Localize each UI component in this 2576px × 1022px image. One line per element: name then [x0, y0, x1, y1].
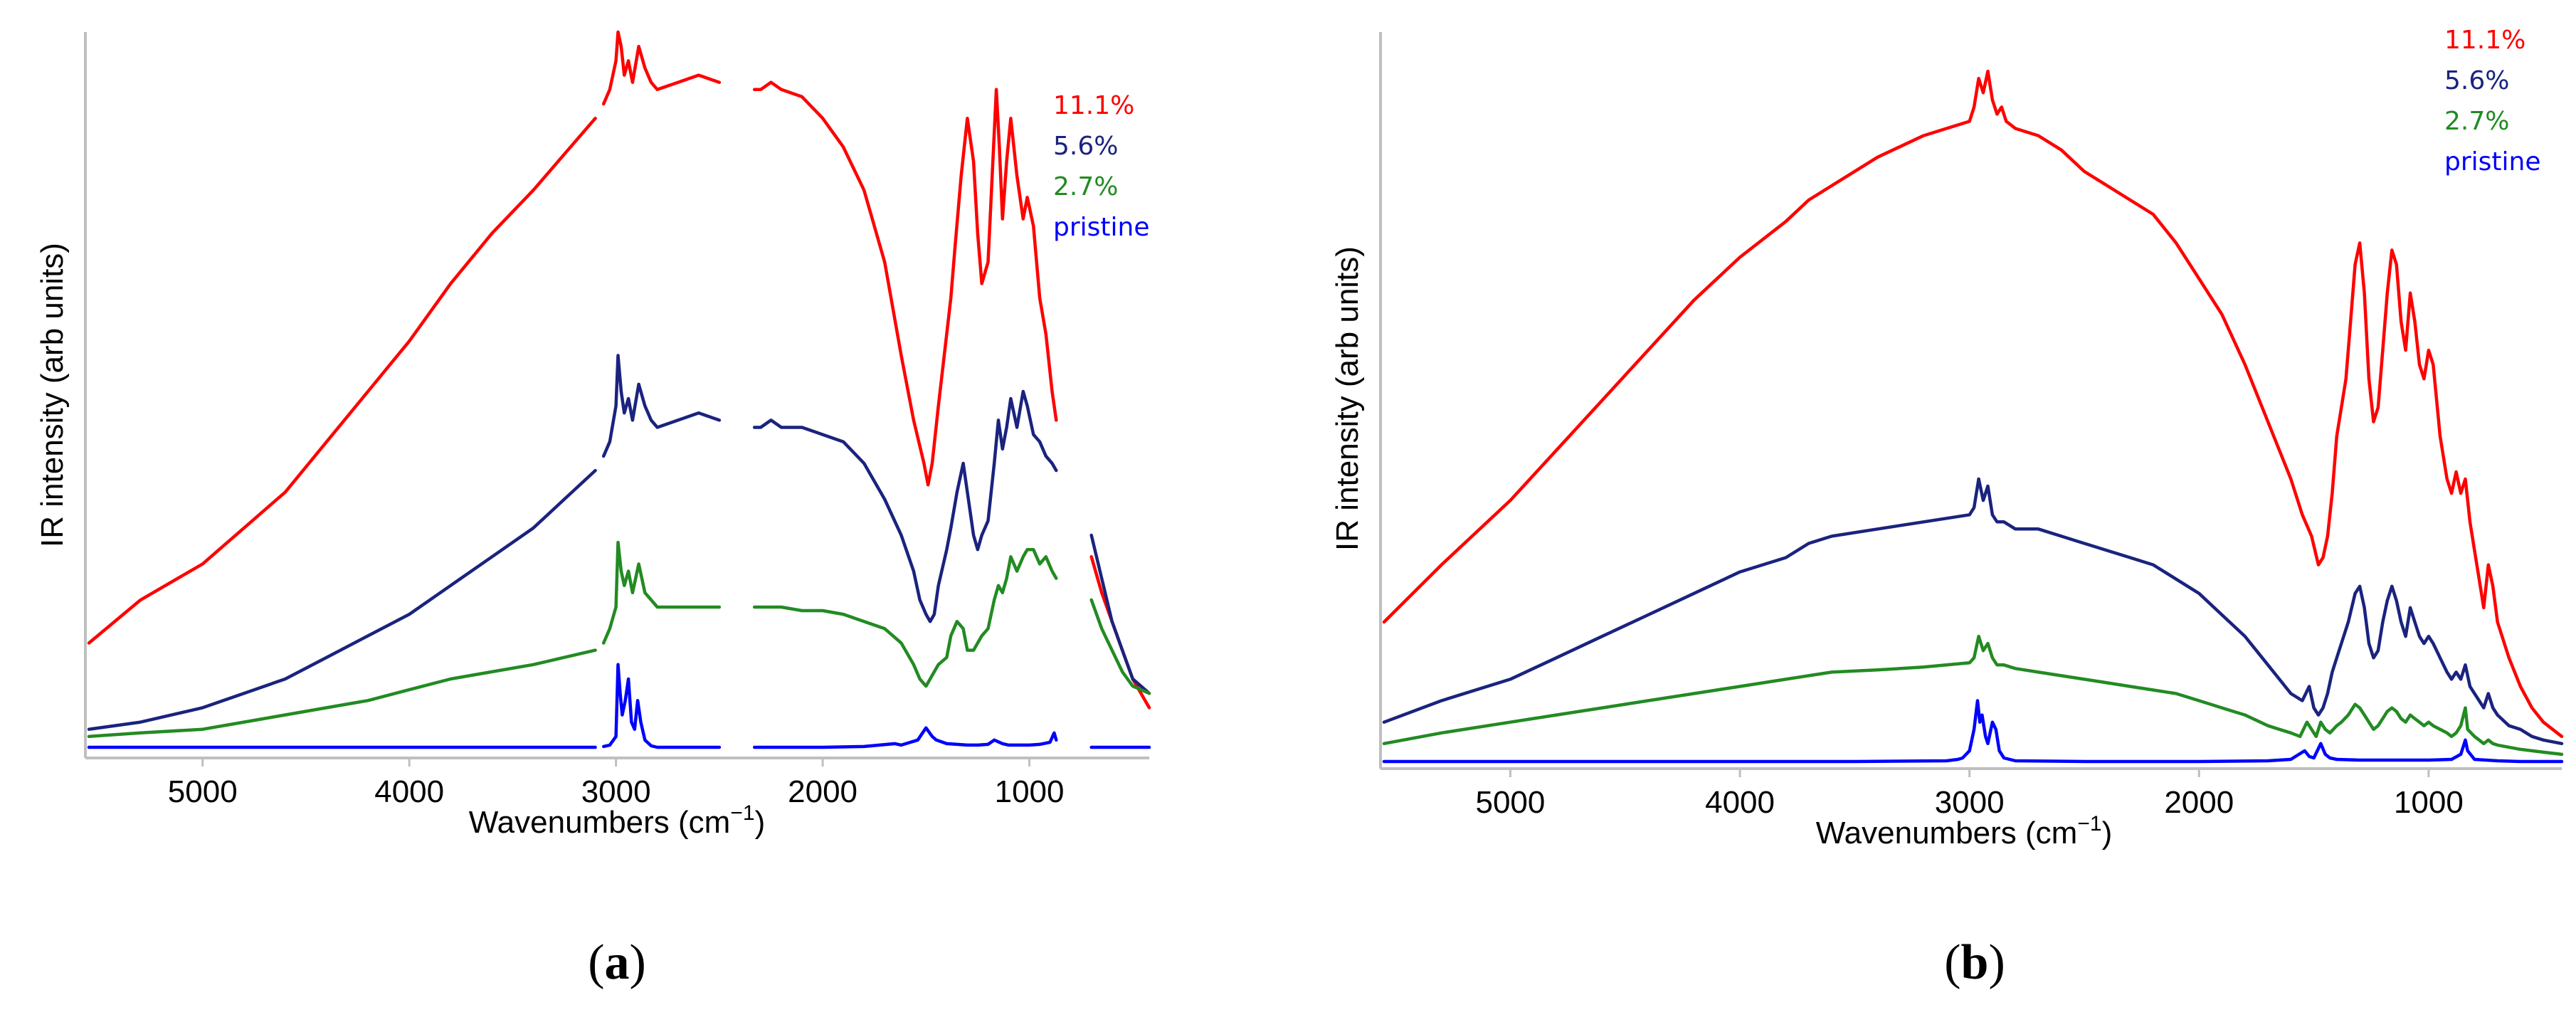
x-tick-label-1000-b: 1000: [2394, 785, 2464, 820]
series-line-5-6-a-seg3: [1089, 533, 1151, 695]
x-tick-label-4000-b: 4000: [1705, 785, 1775, 820]
series-line-5-6-a-seg1: [601, 354, 722, 458]
x-axis-title-a: Wavenumbers (cm−1): [469, 801, 765, 840]
x-ticks-a: 5000 4000 3000 2000 1000: [168, 758, 1065, 809]
y-axis-title-b: IR intensity (arb units): [1330, 246, 1365, 551]
series-line-2-7-a-seg0: [87, 648, 597, 739]
legend-entry-11-1-b: 11.1%: [2444, 26, 2525, 55]
legend-entry-5-6-a: 5.6%: [1053, 132, 1118, 161]
legend-entry-2-7-a: 2.7%: [1053, 172, 1118, 201]
x-tick-label-5000-a: 5000: [168, 774, 238, 809]
legend-a: 11.1% 5.6% 2.7% pristine: [1053, 91, 1150, 242]
legend-entry-11-1-a: 11.1%: [1053, 91, 1134, 120]
x-tick-label-3000-b: 3000: [1935, 785, 2005, 820]
x-tick-label-1000-a: 1000: [995, 774, 1065, 809]
panel-label-b: (b): [1944, 935, 2005, 990]
legend-entry-2-7-b: 2.7%: [2444, 107, 2509, 136]
y-axis-title-a: IR intensity (arb units): [35, 243, 70, 547]
legend-entry-pristine-b: pristine: [2444, 147, 2541, 177]
x-tick-label-3000-a: 3000: [581, 774, 651, 809]
series-line-11-1-a-seg0: [87, 116, 597, 645]
x-axis-title-b: Wavenumbers (cm−1): [1816, 812, 2112, 850]
series-line-2-7-a-seg3: [1089, 598, 1151, 695]
x-tick-label-2000-a: 2000: [788, 774, 857, 809]
panel-b: 5000 4000 3000 2000 1000 Wavenumbers (cm−1) …: [1330, 26, 2564, 990]
panel-a: 5000 4000 3000 2000 1000 Wavenumbers (cm−1) …: [35, 30, 1151, 990]
series-line-11-1-a-seg2: [752, 80, 1058, 487]
series-line-pristine-a-seg1: [601, 663, 722, 749]
plot-area-b: [1382, 69, 2564, 764]
x-tick-label-5000-b: 5000: [1475, 785, 1545, 820]
series-line-11-1-b: [1382, 69, 2564, 739]
legend-entry-5-6-b: 5.6%: [2444, 66, 2509, 95]
x-tick-label-2000-b: 2000: [2164, 785, 2234, 820]
plot-area-a: [87, 30, 1151, 749]
series-line-2-7-a-seg2: [752, 547, 1058, 688]
series-line-pristine-b: [1382, 699, 2564, 764]
series-line-2-7-a-seg1: [601, 540, 722, 645]
series-line-5-6-a-seg2: [752, 389, 1058, 623]
panel-label-a: (a): [588, 935, 646, 990]
legend-b: 11.1% 5.6% 2.7% pristine: [2444, 26, 2541, 177]
x-ticks-b: 5000 4000 3000 2000 1000: [1475, 769, 2464, 820]
series-line-11-1-a-seg1: [601, 30, 722, 106]
legend-entry-pristine-a: pristine: [1053, 213, 1150, 242]
series-line-pristine-a-seg2: [752, 726, 1058, 749]
x-tick-label-4000-a: 4000: [374, 774, 444, 809]
series-line-5-6-a-seg0: [87, 468, 597, 731]
series-line-2-7-b: [1382, 634, 2564, 757]
series-line-5-6-b: [1382, 477, 2564, 746]
